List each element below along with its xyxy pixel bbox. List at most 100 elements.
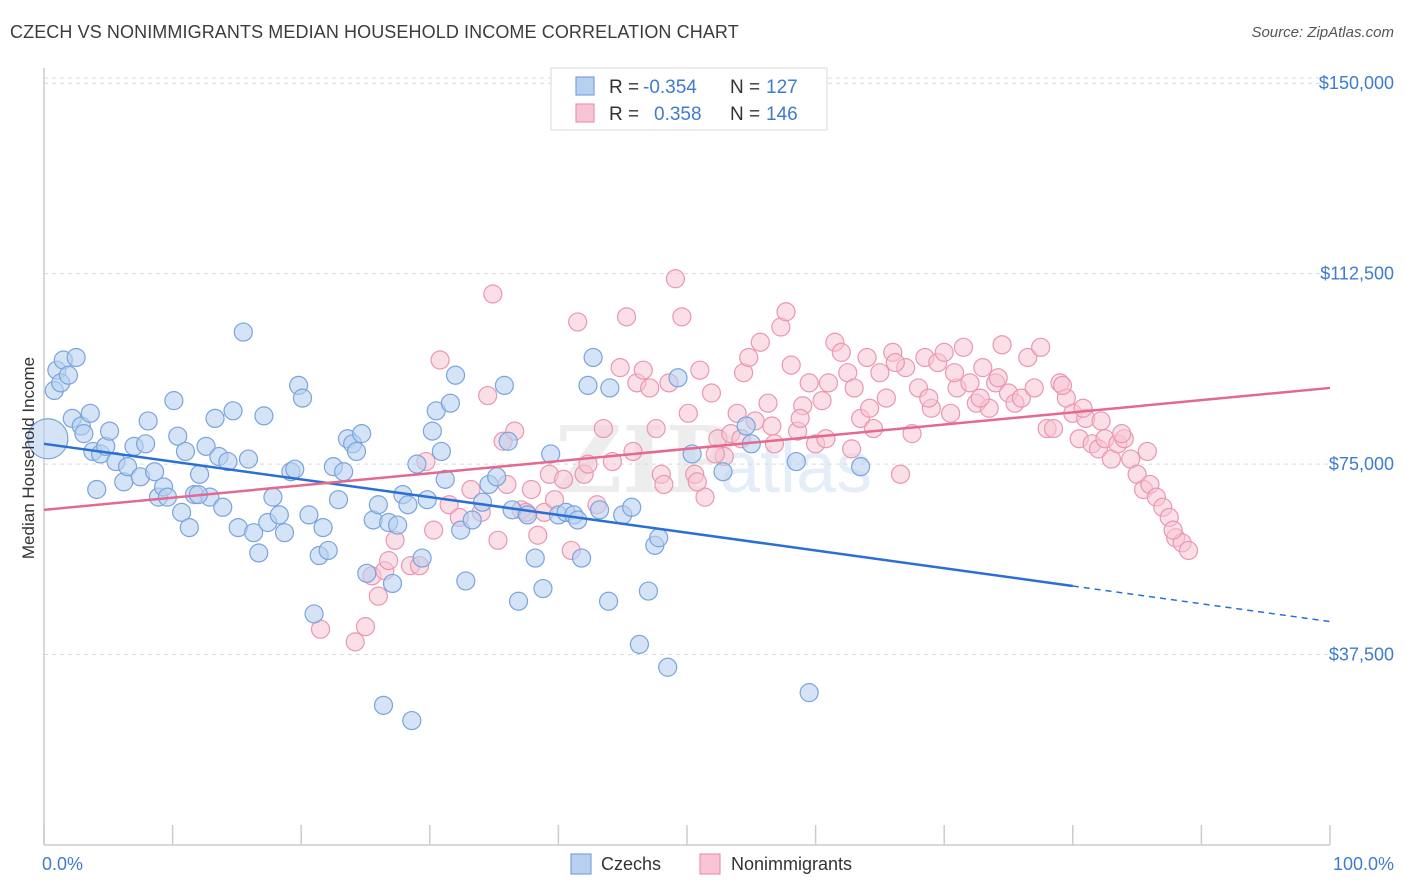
- nonimmigrants-point: [355, 617, 376, 637]
- czechs-point: [138, 411, 158, 431]
- nonimmigrants-point: [695, 487, 715, 507]
- nonimmigrants-point: [521, 479, 541, 500]
- nonimmigrants-point: [739, 347, 759, 368]
- czechs-point: [168, 426, 188, 446]
- nonimmigrants-point: [593, 418, 614, 439]
- czechs-point: [462, 510, 482, 530]
- nonimmigrants-point: [970, 388, 990, 408]
- czechs-point: [117, 457, 138, 477]
- czechs-point: [373, 695, 394, 715]
- nonimmigrants-point: [1112, 424, 1132, 444]
- czechs-point: [598, 591, 619, 611]
- legend-r-value-nonimmigrants: 0.358: [654, 104, 702, 125]
- nonimmigrants-point: [1137, 441, 1157, 462]
- czechs-point: [638, 581, 659, 601]
- czechs-point: [27, 418, 69, 460]
- legend-swatch-nonimmigrants: [575, 103, 595, 123]
- nonimmigrants-trend-line: [43, 386, 1331, 512]
- czechs-point: [589, 500, 610, 520]
- correlation-legend: R = -0.354 N = 127 R = 0.358 N = 146: [550, 67, 828, 131]
- czechs-point: [382, 573, 403, 594]
- legend-box: [550, 67, 828, 131]
- nonimmigrants-point: [973, 358, 993, 378]
- czechs-point: [388, 515, 408, 535]
- y-tick-labels: $37,500 $75,000 $112,500 $150,000: [1319, 73, 1394, 664]
- czechs-point: [313, 517, 333, 538]
- czechs-point: [205, 408, 225, 429]
- nonimmigrants-point: [1052, 375, 1073, 396]
- czechs-point: [190, 464, 210, 484]
- bottom-legend-label-czechs: Czechs: [601, 854, 661, 874]
- nonimmigrants-point: [831, 342, 851, 362]
- nonimmigrants-point: [992, 335, 1012, 355]
- nonimmigrants-point: [633, 360, 653, 380]
- czechs-point: [263, 487, 283, 507]
- nonimmigrants-point: [885, 352, 905, 373]
- czechs-point: [334, 462, 354, 482]
- x-tick-label-min: 0.0%: [42, 854, 83, 874]
- nonimmigrants-point: [1018, 347, 1038, 368]
- czechs-point: [299, 505, 319, 525]
- czechs-point: [417, 490, 437, 510]
- czechs-point: [472, 492, 493, 512]
- x-tick-label-max: 100.0%: [1333, 854, 1394, 874]
- czechs-point: [175, 441, 196, 462]
- czechs-point: [799, 683, 819, 703]
- y-tick-label: $37,500: [1329, 645, 1394, 665]
- czechs-point: [144, 462, 165, 482]
- czechs-point: [87, 479, 107, 500]
- source-credit: Source: ZipAtlas.com: [1251, 24, 1394, 41]
- nonimmigrants-point: [528, 525, 548, 545]
- czechs-point: [238, 449, 259, 469]
- nonimmigrants-point: [478, 385, 498, 406]
- nonimmigrants-point: [610, 358, 630, 378]
- czechs-point: [571, 548, 592, 568]
- czechs-point: [431, 441, 451, 462]
- nonimmigrants-point: [857, 347, 877, 368]
- nonimmigrants-point: [812, 391, 832, 411]
- legend-n-value-czechs: 127: [766, 77, 798, 98]
- czechs-point: [357, 563, 377, 583]
- czechs-point: [213, 497, 233, 517]
- czechs-points: [27, 322, 871, 731]
- nonimmigrants-point: [919, 388, 939, 408]
- nonimmigrants-point: [890, 464, 911, 484]
- czechs-point: [402, 710, 422, 731]
- czechs-point: [407, 454, 427, 474]
- nonimmigrants-point: [1031, 337, 1051, 357]
- nonimmigrants-point: [1163, 520, 1183, 540]
- czechs-point: [713, 462, 733, 482]
- nonimmigrants-point: [988, 368, 1008, 388]
- czechs-point: [440, 393, 460, 413]
- czechs-point: [398, 495, 418, 515]
- nonimmigrants-point: [1091, 411, 1111, 431]
- nonimmigrants-point: [1178, 540, 1199, 561]
- czechs-point: [736, 416, 756, 436]
- nonimmigrants-point: [844, 378, 864, 398]
- nonimmigrants-point: [799, 373, 819, 393]
- legend-n-label-czechs: N =: [730, 77, 760, 98]
- nonimmigrants-point: [690, 360, 710, 380]
- czechs-point: [285, 459, 305, 479]
- x-ticks: [43, 825, 1331, 845]
- trend-lines: [43, 386, 1331, 623]
- nonimmigrants-point: [379, 551, 399, 571]
- czechs-point: [172, 502, 192, 522]
- czechs-point: [649, 528, 669, 548]
- czechs-point: [233, 322, 253, 342]
- nonimmigrants-point: [488, 530, 508, 550]
- czechs-point: [269, 505, 289, 525]
- czechs-point: [218, 451, 238, 472]
- y-tick-label: $112,500: [1320, 264, 1394, 284]
- legend-swatch-czechs: [575, 76, 595, 96]
- czechs-point: [254, 406, 274, 426]
- czechs-point: [435, 469, 455, 489]
- nonimmigrants-point: [1043, 418, 1064, 439]
- czechs-point: [525, 548, 545, 568]
- nonimmigrants-point: [687, 472, 707, 492]
- nonimmigrants-point: [762, 416, 782, 436]
- nonimmigrants-point: [616, 307, 637, 327]
- czechs-point: [328, 490, 349, 510]
- czechs-point: [74, 424, 94, 444]
- nonimmigrants-point: [860, 398, 880, 418]
